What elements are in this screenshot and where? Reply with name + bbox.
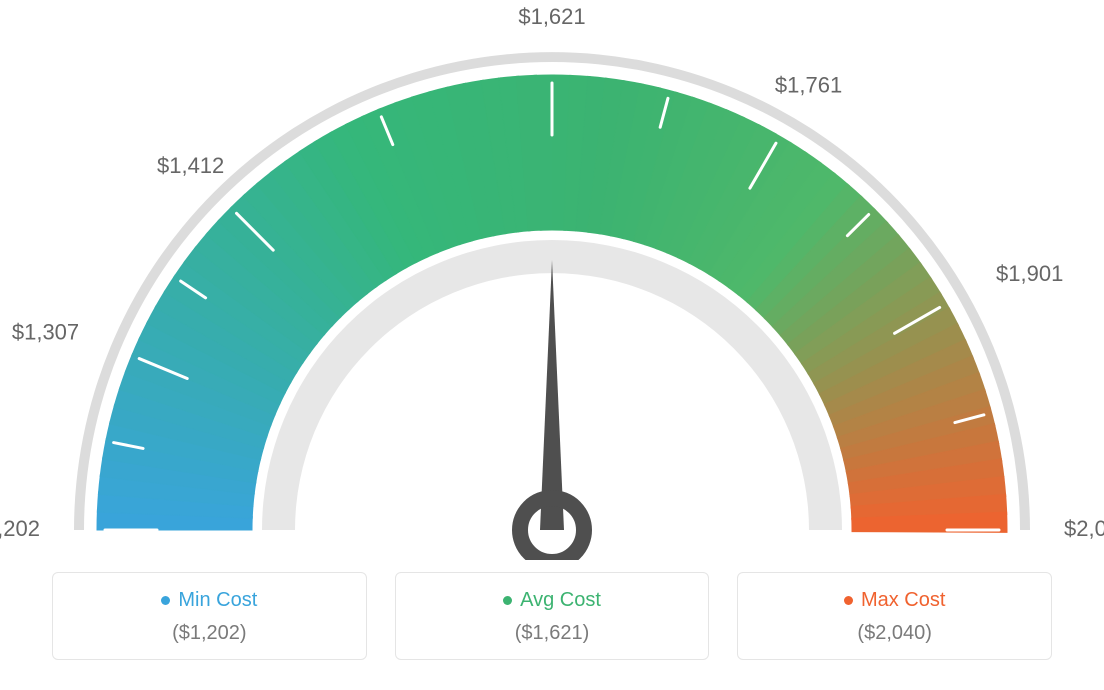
legend-dot bbox=[161, 596, 170, 605]
needle bbox=[540, 260, 564, 530]
legend: Min Cost ($1,202) Avg Cost ($1,621) Max Cost… bbox=[52, 572, 1052, 660]
legend-dot bbox=[844, 596, 853, 605]
tick-label: $1,202 bbox=[0, 516, 40, 541]
legend-label: Avg Cost bbox=[503, 589, 601, 612]
legend-value: ($1,621) bbox=[396, 622, 709, 645]
legend-label-text: Min Cost bbox=[178, 589, 257, 612]
legend-value: ($2,040) bbox=[738, 622, 1051, 645]
legend-box: Avg Cost ($1,621) bbox=[395, 572, 710, 660]
legend-box: Min Cost ($1,202) bbox=[52, 572, 367, 660]
legend-box: Max Cost ($2,040) bbox=[737, 572, 1052, 660]
legend-label-text: Avg Cost bbox=[520, 589, 601, 612]
tick-label: $1,307 bbox=[12, 319, 79, 344]
cost-gauge-chart: $1,202 $1,307 $1,412 $1,621 $1,761 $1,901 $2,0… bbox=[0, 0, 1104, 690]
legend-dot bbox=[503, 596, 512, 605]
tick-label: $1,761 bbox=[775, 73, 842, 98]
legend-label: Max Cost bbox=[844, 589, 945, 612]
tick-label: $2,040 bbox=[1064, 516, 1104, 541]
tick-label: $1,901 bbox=[996, 261, 1063, 286]
legend-label-text: Max Cost bbox=[861, 589, 945, 612]
legend-label: Min Cost bbox=[161, 589, 257, 612]
tick-label: $1,621 bbox=[518, 4, 585, 29]
gauge-area: $1,202 $1,307 $1,412 $1,621 $1,761 $1,901 $2,0… bbox=[0, 0, 1104, 560]
legend-value: ($1,202) bbox=[53, 622, 366, 645]
tick-label: $1,412 bbox=[157, 153, 224, 178]
